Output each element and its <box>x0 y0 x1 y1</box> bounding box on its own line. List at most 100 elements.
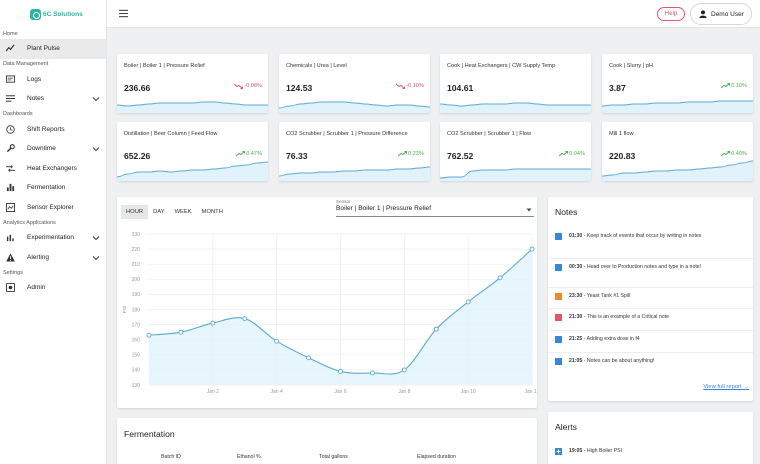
metric-change: -0.10% <box>396 83 424 89</box>
menu-icon[interactable] <box>119 9 128 18</box>
metric-change-value: 0.40% <box>731 151 747 157</box>
sidebar-item-experimentation[interactable]: Experimentation <box>0 228 106 248</box>
metric-change-value: 0.10% <box>731 83 747 89</box>
data-point[interactable] <box>242 316 248 322</box>
column-header-total-gallons[interactable]: Total gallons <box>319 454 348 460</box>
note-time: 21:05 <box>569 358 583 364</box>
metric-change: 0.04% <box>559 151 585 157</box>
data-point[interactable] <box>369 370 375 376</box>
trend-up-icon <box>721 83 731 89</box>
data-point[interactable] <box>433 326 439 332</box>
y-tick-label: 200 <box>132 277 141 283</box>
sparkline-line <box>117 161 268 178</box>
note-text: - This is an example of a Critical note <box>582 314 669 320</box>
data-point[interactable] <box>146 332 152 338</box>
data-point[interactable] <box>274 338 280 344</box>
data-point[interactable] <box>497 275 503 281</box>
help-button[interactable]: Help <box>657 7 685 21</box>
note-text-wrapper: 23:30 - Yeast Tank #1 Spill <box>569 292 630 301</box>
alert-plus-icon <box>555 448 562 455</box>
trend-up-icon <box>236 151 246 157</box>
metric-card[interactable]: CO2 Scrubber | Scrubber 1 | Pressure Dif… <box>279 122 430 181</box>
range-button-day[interactable]: DAY <box>153 209 165 215</box>
note-color-badge <box>555 233 562 240</box>
brand-logo[interactable]: 6C Solutions <box>0 0 106 28</box>
sidebar-item-notes[interactable]: Notes <box>0 89 106 109</box>
sidebar-item-alerting[interactable]: Alerting <box>0 248 106 268</box>
note-item[interactable]: 21:30 - This is an example of a Critical… <box>555 313 741 322</box>
metric-card[interactable]: Distillation | Beer Column | Feed Flow 65… <box>117 122 268 181</box>
x-tick-label: Jan 4 <box>271 389 283 395</box>
line-chart: 130 140 150 160 170 180 190 200 210 220 230 Jan 2 Ja… <box>122 232 537 395</box>
metric-value: 236.66 <box>124 83 151 93</box>
column-header-elapsed-duration[interactable]: Elapsed duration <box>417 454 456 460</box>
metric-card[interactable]: Cook | Heat Exchangers | CW Supply Temp 1… <box>440 54 591 113</box>
bars-icon <box>4 232 16 244</box>
chevron-down-icon[interactable] <box>92 254 100 262</box>
metric-card[interactable]: Mill 1 flow 220.83 0.40% <box>602 122 753 181</box>
metric-card[interactable]: Cook | Slurry | pH 3.87 0.10% <box>602 54 753 113</box>
user-menu-button[interactable]: Demo User <box>690 3 752 25</box>
sparkline-area <box>279 102 430 113</box>
y-tick-label: 190 <box>132 292 141 298</box>
data-point[interactable] <box>306 355 312 361</box>
metric-card[interactable]: Boiler | Boiler 1 | Pressure Relief 236.6… <box>117 54 268 113</box>
sidebar-item-plant-pulse[interactable]: Plant Pulse <box>0 39 106 59</box>
data-point[interactable] <box>178 329 184 335</box>
alert-item[interactable]: 19:05 - High Boiler PSI <box>555 447 741 456</box>
alert-time: 19:05 <box>569 448 583 454</box>
sparkline <box>440 168 591 181</box>
sidebar-item-label: Alerting <box>27 253 50 261</box>
data-point[interactable] <box>401 367 407 373</box>
sparkline-area <box>117 162 268 181</box>
data-point[interactable] <box>465 299 471 305</box>
alert-text: - High Boiler PSI <box>582 448 623 454</box>
note-divider <box>548 352 753 353</box>
metric-change-value: 0.04% <box>569 151 585 157</box>
note-item[interactable]: 23:30 - Yeast Tank #1 Spill <box>555 292 741 301</box>
metric-card[interactable]: CO2 Scrubber | Scrubber 1 | Flow 762.52 0.… <box>440 122 591 181</box>
sidebar-item-admin[interactable]: Admin <box>0 278 106 298</box>
column-header-ethanol[interactable]: Ethanol % <box>237 454 261 460</box>
chevron-down-icon[interactable] <box>92 95 100 103</box>
sparkline <box>602 160 753 181</box>
range-button-hour[interactable]: HOUR <box>121 205 149 219</box>
note-text-wrapper: 21:30 - This is an example of a Critical… <box>569 313 669 322</box>
chevron-down-icon[interactable] <box>92 145 100 153</box>
sidebar-item-sensor-explorer[interactable]: Sensor Explorer <box>0 198 106 218</box>
metric-change: 0.47% <box>236 151 262 157</box>
nav-section-analytics: Analytics Applications <box>3 219 56 226</box>
x-tick-label: Jan 2 <box>207 389 219 395</box>
data-point[interactable] <box>529 246 535 252</box>
range-button-month[interactable]: MONTH <box>201 209 223 215</box>
sidebar-item-downtime[interactable]: Downtime <box>0 139 106 159</box>
metric-value: 76.33 <box>286 151 308 161</box>
metric-change-value: -0.08% <box>244 83 262 89</box>
view-full-report-link[interactable]: View full report → <box>703 384 749 390</box>
notes-title: Notes <box>555 207 578 217</box>
sidebar-item-shift-reports[interactable]: Shift Reports <box>0 120 106 140</box>
note-item[interactable]: 00:30 - Head over to Production notes an… <box>555 263 741 272</box>
warning-icon <box>4 251 16 263</box>
data-point[interactable] <box>210 320 216 326</box>
note-text-wrapper: 00:30 - Head over to Production notes an… <box>569 263 701 272</box>
metric-title: Distillation | Beer Column | Feed Flow <box>124 131 218 137</box>
column-header-batch-id[interactable]: Batch ID <box>161 454 181 460</box>
note-item[interactable]: 21:25 - Adding extra dose in f4 <box>555 335 741 344</box>
range-button-week[interactable]: WEEK <box>174 209 192 215</box>
metric-card[interactable]: Chemicals | Urea | Level 124.53 -0.10% <box>279 54 430 113</box>
note-item[interactable]: 01:30 - Keep track of events that occur … <box>555 232 741 241</box>
x-tick-label: Jan 8 <box>398 389 410 395</box>
sensor-select[interactable]: Boiler | Boiler 1 | Pressure Relief <box>336 205 534 217</box>
data-point[interactable] <box>338 368 343 374</box>
metric-change: -0.08% <box>234 83 262 89</box>
sidebar-item-fermentation[interactable]: Fermentation <box>0 178 106 198</box>
note-item[interactable]: 21:05 - Notes can be about anything! <box>555 357 741 366</box>
sparkline-line <box>279 166 430 177</box>
note-text-wrapper: 21:25 - Adding extra dose in f4 <box>569 335 640 344</box>
sidebar-item-logs[interactable]: Logs <box>0 70 106 90</box>
y-tick-label: 160 <box>132 338 141 344</box>
note-text: - Notes can be about anything! <box>582 358 655 364</box>
chevron-down-icon[interactable] <box>92 234 100 242</box>
sidebar-item-heat-exchangers[interactable]: Heat Exchangers <box>0 159 106 179</box>
